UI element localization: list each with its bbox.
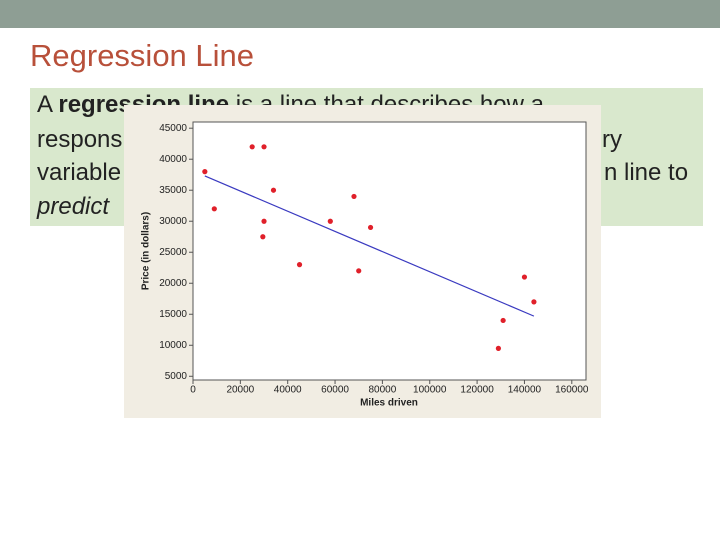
point	[495, 345, 502, 351]
y-tick-label: 20000	[159, 278, 187, 289]
body-fragment: respons	[37, 126, 123, 153]
text: A	[37, 91, 59, 118]
y-tick-label: 45000	[159, 123, 187, 134]
chart: Miles driven Price (in dollars) 0 20000 40…	[124, 105, 601, 418]
x-tick-label: 100000	[413, 385, 447, 396]
y-tick-label: 30000	[159, 216, 187, 227]
top-bar	[0, 0, 720, 28]
point	[249, 144, 255, 150]
y-tick-label: 15000	[159, 309, 187, 320]
x-tick-label: 120000	[460, 385, 494, 396]
point	[202, 169, 208, 175]
y-tick-label: 40000	[159, 154, 187, 165]
body-fragment: ry	[602, 126, 622, 153]
point	[356, 268, 362, 274]
slide-title: Regression Line	[30, 38, 255, 73]
point	[296, 262, 303, 268]
point	[327, 218, 333, 224]
body-fragment: n line to	[604, 159, 689, 186]
y-tick-label: 25000	[159, 247, 187, 258]
point	[211, 206, 217, 212]
point	[351, 193, 357, 200]
x-tick-label: 40000	[274, 385, 302, 396]
x-tick-label: 80000	[368, 385, 396, 396]
x-tick-label: 20000	[226, 385, 254, 396]
x-tick-label: 160000	[555, 385, 589, 396]
point	[367, 224, 374, 231]
point	[261, 218, 267, 224]
point	[270, 187, 277, 193]
point	[531, 299, 537, 305]
x-tick-label: 60000	[321, 385, 349, 396]
body-fragment: variable	[37, 159, 122, 186]
y-tick-label: 35000	[159, 185, 187, 196]
point	[260, 234, 266, 240]
y-axis-label: Price (in dollars)	[141, 212, 152, 290]
body-fragment: predict	[37, 193, 110, 220]
plot-area	[192, 121, 587, 381]
regression-line	[204, 175, 535, 317]
y-tick-label: 5000	[165, 371, 188, 382]
point	[261, 144, 267, 150]
point	[500, 317, 506, 324]
x-tick-label: 140000	[508, 385, 542, 396]
x-tick-label: 0	[190, 385, 196, 396]
x-axis-label: Miles driven	[360, 398, 418, 409]
point	[521, 274, 528, 280]
y-tick-label: 10000	[159, 340, 187, 351]
